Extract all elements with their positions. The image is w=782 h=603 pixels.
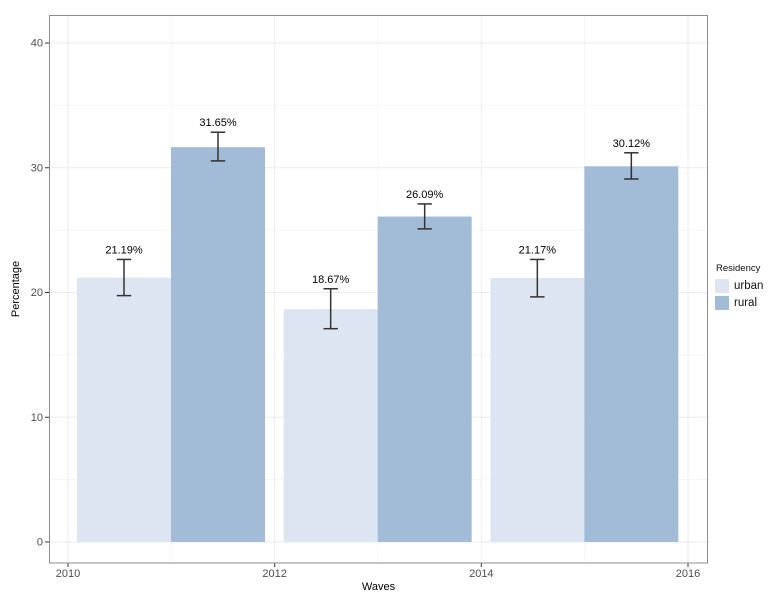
legend-swatch-rural bbox=[715, 296, 729, 310]
y-axis-title: Percentage bbox=[10, 260, 22, 318]
panel-border bbox=[49, 15, 708, 564]
x-axis-title: Waves bbox=[361, 581, 396, 593]
x-tick-label-2016: 2016 bbox=[676, 568, 700, 580]
bar-rural-2010 bbox=[171, 147, 265, 542]
y-tick-label-20: 20 bbox=[31, 287, 43, 299]
x-tick-label-2014: 2014 bbox=[469, 568, 493, 580]
legend-item-urban: urban bbox=[715, 278, 763, 294]
legend-item-rural: rural bbox=[715, 295, 763, 311]
value-label-rural-2014: 30.12% bbox=[613, 138, 651, 150]
y-tick-label-0: 0 bbox=[37, 537, 43, 549]
bar-urban-2010 bbox=[77, 277, 171, 542]
bar-rural-2012 bbox=[377, 216, 472, 542]
bar-urban-2012 bbox=[283, 309, 378, 542]
legend-label-rural: rural bbox=[734, 297, 758, 309]
value-label-urban-2014: 21.17% bbox=[519, 244, 557, 256]
bar-rural-2014 bbox=[584, 166, 679, 543]
value-label-rural-2010: 31.65% bbox=[199, 117, 237, 129]
legend: Residency urban rural bbox=[715, 263, 763, 312]
legend-title: Residency bbox=[716, 263, 761, 274]
legend-swatch-urban bbox=[715, 279, 729, 293]
value-label-urban-2010: 21.19% bbox=[105, 244, 143, 256]
legend-label-urban: urban bbox=[734, 280, 764, 292]
bar-urban-2014 bbox=[490, 277, 585, 542]
x-tick-label-2012: 2012 bbox=[262, 568, 286, 580]
y-tick-label-30: 30 bbox=[31, 162, 43, 174]
y-tick-label-10: 10 bbox=[31, 412, 43, 424]
y-tick-label-40: 40 bbox=[31, 38, 43, 50]
x-tick-label-2010: 2010 bbox=[56, 568, 80, 580]
value-label-urban-2012: 18.67% bbox=[312, 274, 350, 286]
value-label-rural-2012: 26.09% bbox=[406, 189, 444, 201]
